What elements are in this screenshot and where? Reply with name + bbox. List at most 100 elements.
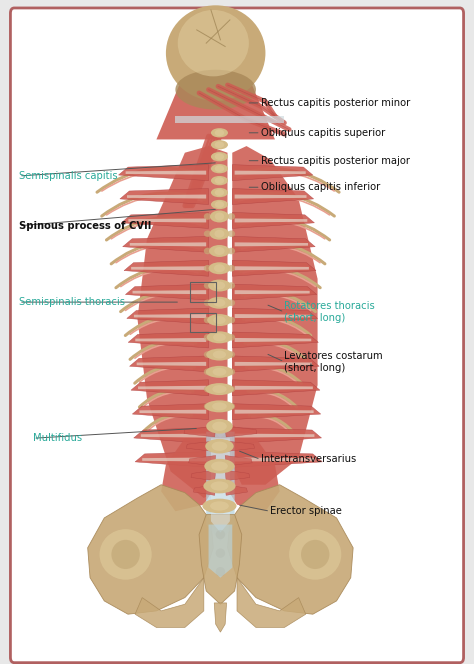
- Ellipse shape: [175, 70, 256, 110]
- Polygon shape: [232, 189, 314, 205]
- Polygon shape: [135, 578, 204, 627]
- Ellipse shape: [214, 247, 225, 255]
- Ellipse shape: [215, 141, 224, 148]
- Ellipse shape: [215, 201, 224, 208]
- Ellipse shape: [206, 349, 233, 361]
- Ellipse shape: [289, 529, 341, 580]
- Polygon shape: [232, 380, 320, 396]
- Polygon shape: [225, 441, 255, 452]
- Polygon shape: [225, 485, 247, 495]
- Polygon shape: [88, 485, 213, 614]
- Ellipse shape: [210, 228, 229, 240]
- Polygon shape: [120, 189, 209, 205]
- Polygon shape: [138, 386, 206, 390]
- Polygon shape: [214, 603, 227, 632]
- Ellipse shape: [211, 152, 228, 161]
- Polygon shape: [127, 308, 209, 324]
- Polygon shape: [127, 195, 206, 199]
- Ellipse shape: [215, 153, 224, 160]
- Ellipse shape: [228, 317, 235, 323]
- Ellipse shape: [212, 385, 227, 393]
- Polygon shape: [123, 236, 209, 252]
- Ellipse shape: [209, 245, 230, 257]
- Ellipse shape: [228, 351, 235, 358]
- Ellipse shape: [215, 177, 224, 184]
- Polygon shape: [141, 434, 206, 438]
- Ellipse shape: [207, 331, 232, 343]
- Polygon shape: [191, 470, 216, 481]
- Polygon shape: [139, 410, 206, 414]
- Ellipse shape: [111, 540, 140, 569]
- Polygon shape: [124, 260, 209, 276]
- Ellipse shape: [228, 213, 235, 220]
- Ellipse shape: [214, 282, 225, 290]
- Polygon shape: [232, 146, 318, 485]
- Polygon shape: [235, 195, 307, 199]
- Ellipse shape: [228, 334, 235, 341]
- Text: Erector spinae: Erector spinae: [270, 506, 342, 517]
- Ellipse shape: [213, 299, 226, 307]
- Ellipse shape: [204, 213, 211, 220]
- Polygon shape: [142, 457, 206, 461]
- Ellipse shape: [228, 265, 235, 272]
- Text: Multifidus: Multifidus: [33, 433, 82, 444]
- Text: Obliquus capitis inferior: Obliquus capitis inferior: [261, 182, 380, 193]
- Polygon shape: [232, 404, 321, 420]
- Polygon shape: [130, 242, 206, 246]
- Polygon shape: [232, 452, 322, 467]
- Ellipse shape: [204, 317, 211, 323]
- Polygon shape: [132, 404, 209, 420]
- Ellipse shape: [215, 212, 224, 220]
- Polygon shape: [175, 116, 284, 123]
- Polygon shape: [232, 332, 319, 348]
- Polygon shape: [206, 432, 235, 541]
- Ellipse shape: [214, 230, 225, 238]
- Ellipse shape: [215, 129, 224, 136]
- Polygon shape: [225, 426, 257, 437]
- Polygon shape: [209, 525, 232, 578]
- Text: Levatores costarum
(short, long): Levatores costarum (short, long): [284, 351, 383, 373]
- Ellipse shape: [166, 5, 265, 101]
- Ellipse shape: [216, 530, 225, 539]
- Polygon shape: [135, 452, 209, 467]
- Polygon shape: [137, 146, 228, 498]
- Ellipse shape: [210, 481, 228, 491]
- Polygon shape: [235, 242, 308, 246]
- Ellipse shape: [211, 442, 228, 451]
- Ellipse shape: [204, 265, 211, 272]
- Polygon shape: [232, 212, 314, 228]
- Polygon shape: [235, 171, 306, 175]
- Ellipse shape: [211, 128, 228, 137]
- Ellipse shape: [228, 230, 235, 237]
- Ellipse shape: [210, 210, 229, 222]
- Ellipse shape: [204, 299, 211, 306]
- Text: Semispinalis capitis: Semispinalis capitis: [19, 171, 118, 181]
- Text: Semispinalis thoracis: Semispinalis thoracis: [19, 297, 125, 307]
- Polygon shape: [232, 356, 319, 372]
- Ellipse shape: [213, 316, 226, 324]
- Polygon shape: [128, 218, 206, 222]
- Ellipse shape: [228, 282, 235, 289]
- Ellipse shape: [212, 368, 227, 376]
- Polygon shape: [235, 338, 311, 342]
- Ellipse shape: [301, 540, 329, 569]
- Ellipse shape: [216, 567, 225, 576]
- Text: Rectus capitis posterior major: Rectus capitis posterior major: [261, 155, 410, 166]
- Polygon shape: [131, 266, 206, 270]
- Ellipse shape: [211, 200, 228, 209]
- Polygon shape: [235, 290, 310, 294]
- Polygon shape: [235, 314, 310, 318]
- Text: Rotatores thoracis
(short, long): Rotatores thoracis (short, long): [284, 301, 375, 323]
- Ellipse shape: [202, 499, 237, 513]
- Polygon shape: [232, 308, 318, 324]
- Ellipse shape: [228, 369, 235, 375]
- Ellipse shape: [204, 351, 211, 358]
- Polygon shape: [237, 578, 306, 627]
- Ellipse shape: [228, 248, 235, 254]
- Ellipse shape: [206, 366, 233, 378]
- Ellipse shape: [207, 314, 232, 326]
- Polygon shape: [235, 386, 313, 390]
- Polygon shape: [184, 426, 216, 437]
- Ellipse shape: [204, 459, 235, 473]
- Polygon shape: [232, 260, 316, 276]
